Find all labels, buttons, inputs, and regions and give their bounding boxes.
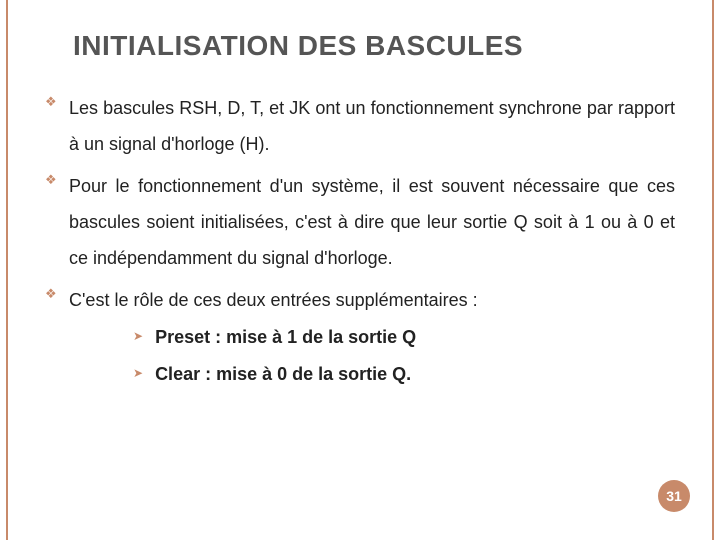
arrow-icon: ➤ [133,329,143,343]
sub-item: ➤ Clear : mise à 0 de la sortie Q. [133,361,675,388]
bullet-item: Les bascules RSH, D, T, et JK ont un fon… [45,90,675,162]
bullet-text: C'est le rôle de ces deux entrées supplé… [69,282,675,318]
slide-title: INITIALISATION DES BASCULES [73,30,675,62]
bullet-item: C'est le rôle de ces deux entrées supplé… [45,282,675,318]
arrow-icon: ➤ [133,366,143,380]
sub-text: Preset : mise à 1 de la sortie Q [155,324,416,351]
sub-list: ➤ Preset : mise à 1 de la sortie Q ➤ Cle… [133,324,675,388]
diamond-icon [45,289,57,301]
sub-item: ➤ Preset : mise à 1 de la sortie Q [133,324,675,351]
border-left [6,0,8,540]
border-right [712,0,714,540]
bullet-text: Pour le fonctionnement d'un système, il … [69,168,675,276]
page-number-text: 31 [666,488,682,504]
page-number-badge: 31 [658,480,690,512]
slide-container: INITIALISATION DES BASCULES Les bascules… [0,0,720,540]
diamond-icon [45,175,57,187]
diamond-icon [45,97,57,109]
bullet-text: Les bascules RSH, D, T, et JK ont un fon… [69,90,675,162]
sub-text: Clear : mise à 0 de la sortie Q. [155,361,411,388]
bullet-item: Pour le fonctionnement d'un système, il … [45,168,675,276]
